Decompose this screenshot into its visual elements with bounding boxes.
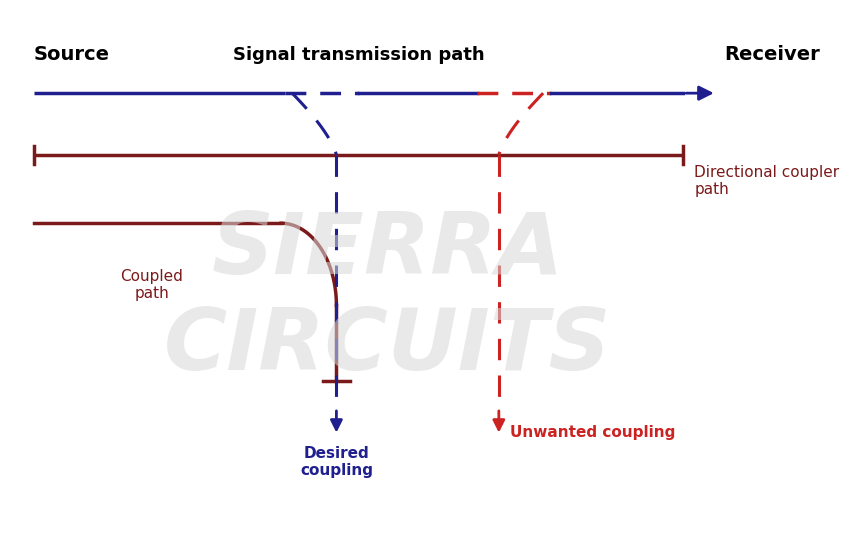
Text: SIERRA
CIRCUITS: SIERRA CIRCUITS bbox=[165, 209, 612, 388]
Text: Coupled
path: Coupled path bbox=[121, 269, 183, 301]
Text: Directional coupler
path: Directional coupler path bbox=[694, 165, 840, 197]
Text: Desired
coupling: Desired coupling bbox=[300, 446, 373, 478]
Text: Source: Source bbox=[34, 46, 110, 64]
Text: Receiver: Receiver bbox=[724, 46, 820, 64]
Text: Unwanted coupling: Unwanted coupling bbox=[510, 425, 675, 440]
Text: Signal transmission path: Signal transmission path bbox=[233, 46, 485, 64]
